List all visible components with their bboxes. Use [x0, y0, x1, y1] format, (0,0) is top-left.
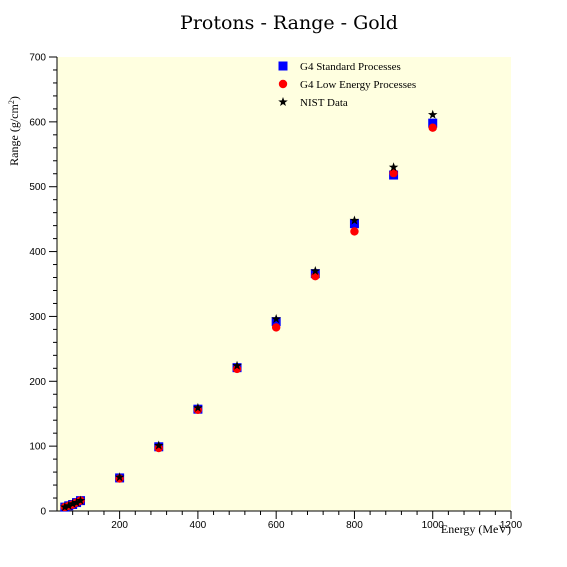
x-tick-label: 600	[268, 520, 285, 531]
y-axis-label-main: Range (g/cm	[7, 104, 21, 166]
y-tick-label: 500	[29, 182, 46, 193]
star-data-point	[310, 266, 321, 276]
y-tick-label: 100	[29, 442, 46, 453]
plot-area	[57, 57, 511, 511]
legend-marker-square	[278, 61, 288, 71]
y-tick-label: 300	[29, 312, 46, 323]
star-data-point	[154, 440, 164, 450]
y-tick-label: 600	[29, 117, 46, 128]
legend-label: G4 Low Energy Processes	[300, 79, 416, 91]
legend-marker-star	[278, 97, 288, 107]
star-data-point	[271, 314, 281, 324]
x-tick-label: 400	[190, 520, 207, 531]
star-data-point	[67, 498, 78, 508]
star-data-point	[71, 497, 82, 507]
y-tick-label: 400	[29, 247, 46, 258]
square-data-point	[349, 219, 359, 229]
square-data-point	[271, 317, 281, 327]
data-marks	[60, 109, 438, 512]
star-data-point	[60, 502, 70, 512]
y-tick-label: 200	[29, 377, 46, 388]
x-axis-label: Energy (MeV)	[441, 522, 511, 536]
circle-data-point	[350, 227, 359, 236]
circle-data-point	[271, 323, 281, 332]
x-tick-label: 800	[346, 520, 363, 531]
circle-data-point	[428, 123, 437, 132]
circle-data-point	[311, 272, 320, 281]
y-axis-label-end: )	[7, 96, 21, 100]
chart-title: Protons - Range - Gold	[180, 12, 398, 34]
star-data-point	[63, 500, 74, 510]
legend-marker-circle	[278, 79, 288, 89]
star-data-point	[75, 495, 86, 505]
y-axis-label: Range (g/cm2)	[7, 96, 21, 166]
x-tick-label: 200	[111, 520, 128, 531]
axes: 200 400 600 800 1000 1200 0 100 200 300 400 500 600 7…	[29, 53, 522, 532]
legend-label: G4 Standard Processes	[300, 61, 401, 73]
square-data-point	[428, 118, 438, 128]
y-axis-label-superscript: 2	[7, 100, 16, 104]
star-data-point	[232, 360, 242, 370]
circle-data-point	[389, 168, 398, 178]
circle-data-point	[232, 364, 242, 374]
y-tick-label: 0	[40, 507, 46, 518]
y-tick-label: 700	[29, 53, 46, 64]
star-data-point	[349, 215, 360, 225]
circle-data-point	[154, 443, 163, 453]
x-tick-label: 1200	[500, 520, 523, 531]
star-data-point	[388, 162, 399, 172]
x-tick-label: 1000	[422, 520, 445, 531]
legend-label: NIST Data	[300, 97, 348, 109]
star-data-point	[427, 109, 438, 119]
star-data-point	[114, 472, 125, 482]
star-data-point	[193, 402, 203, 412]
legend: G4 Standard Processes G4 Low Energy Proce…	[278, 61, 416, 109]
